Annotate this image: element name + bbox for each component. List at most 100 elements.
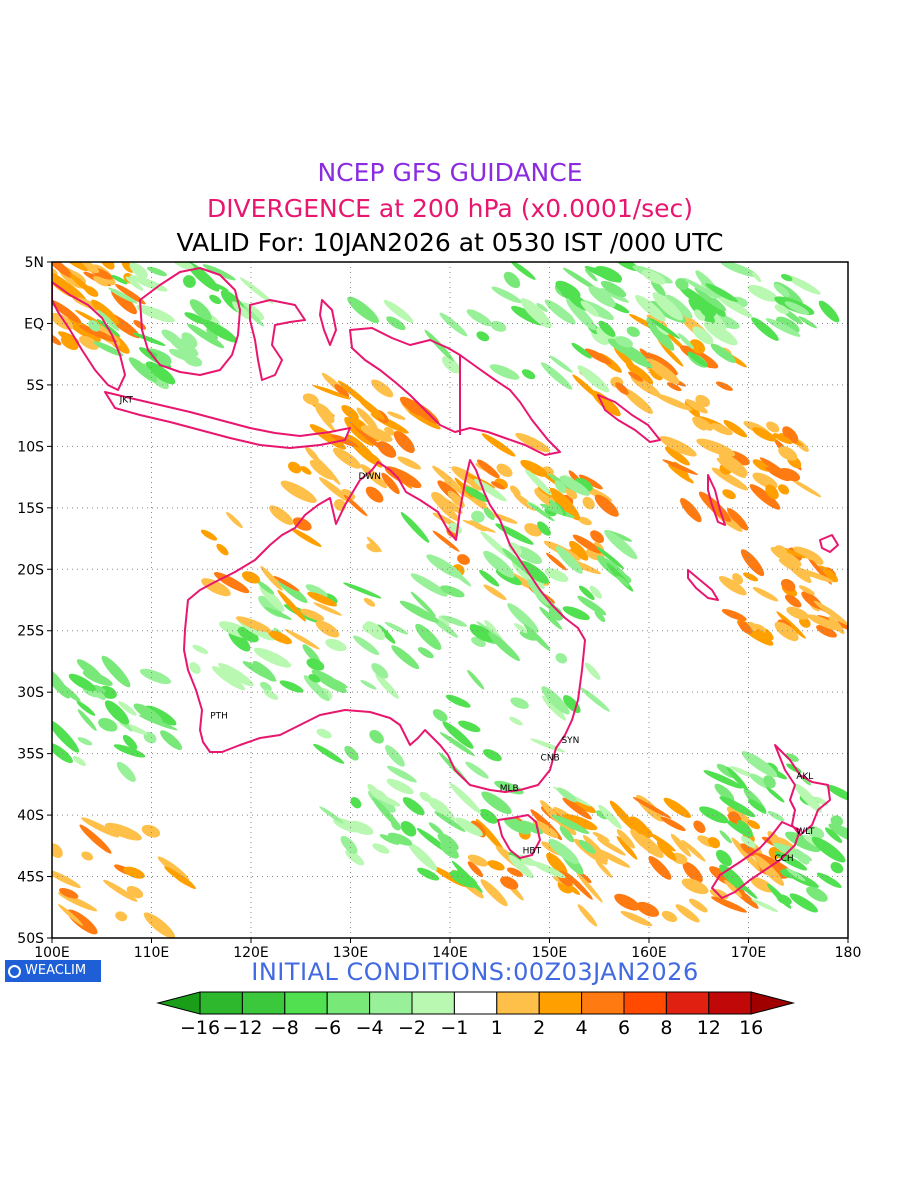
x-tick-label: 140E (432, 945, 468, 961)
divergence-contour (232, 301, 251, 320)
divergence-contour (782, 426, 799, 444)
divergence-contour (52, 299, 82, 324)
divergence-contour (514, 623, 528, 634)
divergence-contour (710, 423, 733, 436)
divergence-contour (716, 849, 732, 867)
divergence-contour (554, 480, 567, 494)
divergence-contour (201, 578, 231, 597)
city-label-cch: CCH (774, 854, 793, 864)
divergence-contour (557, 787, 577, 803)
divergence-contour (509, 485, 521, 497)
divergence-contour (58, 331, 80, 344)
divergence-contour (784, 594, 802, 608)
divergence-contour (559, 826, 575, 843)
divergence-contour (363, 597, 376, 607)
divergence-contour (216, 543, 229, 556)
y-tick-label: 40S (17, 808, 44, 824)
city-label-akl: AKL (796, 772, 813, 782)
divergence-contour (678, 285, 714, 312)
divergence-contour (360, 680, 377, 690)
divergence-contour (343, 494, 368, 517)
divergence-contour (104, 822, 142, 841)
divergence-contour (584, 662, 601, 680)
divergence-contour (523, 624, 551, 651)
divergence-contour (719, 796, 756, 818)
divergence-contour (160, 730, 183, 750)
divergence-contour (726, 766, 749, 791)
divergence-contour (774, 304, 789, 315)
divergence-contour (680, 498, 702, 523)
divergence-contour (572, 534, 602, 554)
divergence-contour (406, 399, 440, 424)
divergence-contour (79, 335, 99, 350)
city-label-cnb: CNB (541, 753, 560, 763)
divergence-contour (187, 323, 225, 349)
divergence-contour (209, 294, 222, 305)
divergence-contour (300, 466, 312, 475)
divergence-contour (345, 849, 365, 866)
tasmania-coastline (497, 814, 541, 859)
divergence-contour (569, 540, 589, 561)
divergence-contour (778, 446, 798, 461)
divergence-contour (785, 274, 821, 295)
divergence-contour (675, 904, 700, 923)
divergence-contour (626, 326, 640, 337)
divergence-contour (417, 647, 434, 659)
divergence-contour (577, 365, 610, 393)
divergence-contour (400, 821, 417, 837)
divergence-contour (59, 888, 79, 899)
divergence-contour (509, 716, 523, 726)
divergence-contour (594, 610, 606, 623)
divergence-contour (439, 842, 459, 859)
divergence-contour (189, 662, 201, 674)
divergence-contour (521, 369, 536, 380)
new-guinea-coastline (349, 327, 561, 456)
divergence-contour (481, 433, 516, 457)
divergence-contour (578, 839, 596, 854)
divergence-contour (318, 477, 352, 504)
divergence-contour (811, 836, 846, 863)
divergence-contour (341, 488, 356, 500)
divergence-contour (432, 465, 460, 489)
divergence-contour (496, 463, 513, 477)
divergence-contour (675, 278, 689, 291)
divergence-contour (681, 839, 706, 862)
x-tick-label: 100E (34, 945, 70, 961)
divergence-contour (600, 280, 627, 298)
divergence-contour (578, 516, 592, 526)
fiji-coastline (819, 534, 839, 553)
divergence-contour (681, 878, 709, 895)
divergence-contour (467, 861, 484, 878)
x-tick-label: 150E (532, 945, 568, 961)
divergence-contour (798, 585, 815, 595)
divergence-contour (711, 896, 747, 913)
divergence-contour (386, 765, 417, 783)
divergence-contour (595, 860, 613, 878)
divergence-contour (484, 619, 497, 634)
divergence-contour (479, 808, 498, 824)
divergence-contour (469, 520, 487, 532)
divergence-contour (143, 731, 157, 744)
divergence-contour (507, 603, 539, 633)
divergence-contour (377, 624, 396, 644)
divergence-contour (826, 784, 848, 802)
divergence-contour (616, 575, 630, 587)
divergence-contour (98, 717, 118, 732)
y-tick-label: 10S (17, 439, 44, 455)
divergence-contour (76, 700, 96, 716)
divergence-contour (268, 630, 292, 645)
x-tick-label: 180 (835, 945, 862, 961)
divergence-contour (570, 798, 596, 814)
divergence-contour (738, 620, 753, 635)
divergence-contour (549, 487, 581, 521)
divergence-contour (766, 787, 785, 803)
divergence-contour (670, 833, 691, 857)
divergence-contour (308, 674, 321, 683)
divergence-contour (129, 262, 148, 279)
divergence-contour (101, 655, 131, 688)
divergence-contour (253, 647, 292, 668)
y-tick-label: 50S (17, 931, 44, 947)
divergence-contour (410, 591, 436, 617)
divergence-contour (139, 668, 172, 685)
y-tick-label: 45S (17, 870, 44, 886)
